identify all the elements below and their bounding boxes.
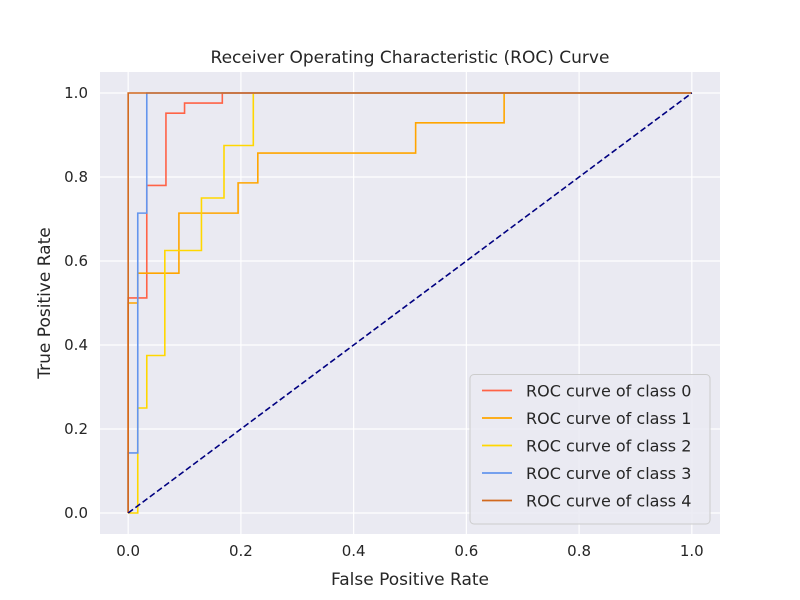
y-tick-label: 1.0: [64, 84, 88, 102]
y-tick-label: 0.2: [64, 420, 88, 438]
roc-curve-class-4: [127, 92, 692, 513]
x-axis-label: False Positive Rate: [331, 570, 489, 590]
y-tick-label: 0.6: [64, 252, 88, 270]
x-tick-label: 0.4: [342, 542, 366, 560]
legend-entry-label: ROC curve of class 2: [526, 437, 691, 456]
x-tick-label: 0.8: [567, 542, 591, 560]
grid-lines: [100, 72, 720, 534]
x-tick-label: 1.0: [680, 542, 704, 560]
chance-diagonal-line: [127, 92, 693, 514]
roc-curves: [127, 92, 693, 514]
y-tick-labels: 0.0 0.2 0.4 0.6 0.8 1.0: [64, 84, 88, 522]
x-tick-labels: 0.0 0.2 0.4 0.6 0.8 1.0: [116, 542, 703, 560]
legend-entry-label: ROC curve of class 1: [526, 409, 691, 428]
legend-box: [469, 374, 711, 525]
roc-curve-class-2: [128, 92, 692, 514]
x-tick-label: 0.6: [454, 542, 478, 560]
y-tick-label: 0.4: [64, 336, 88, 354]
y-tick-label: 0.8: [64, 168, 88, 186]
legend-entry-label: ROC curve of class 3: [526, 464, 691, 483]
legend-entry-label: ROC curve of class 0: [526, 382, 691, 401]
chart-title: Receiver Operating Characteristic (ROC) …: [211, 48, 610, 68]
y-axis-label: True Positive Rate: [35, 227, 55, 379]
x-tick-label: 0.0: [116, 542, 140, 560]
x-tick-label: 0.2: [229, 542, 253, 560]
legend-entry-label: ROC curve of class 4: [526, 492, 691, 511]
y-tick-label: 0.0: [64, 504, 88, 522]
legend: ROC curve of class 0 ROC curve of class 1…: [469, 374, 711, 525]
